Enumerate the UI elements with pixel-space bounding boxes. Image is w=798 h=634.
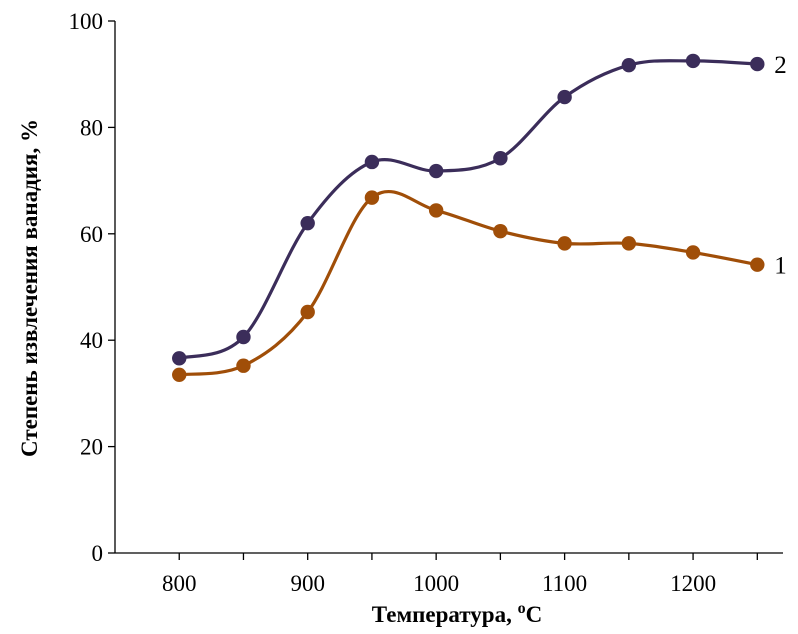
data-point — [493, 151, 508, 166]
y-tick-label: 100 — [69, 9, 104, 34]
labels: 0 20 40 60 80 100 800 900 1000 1100 1200 1 2 — [69, 9, 787, 596]
x-tick-label: 1100 — [542, 571, 587, 596]
data-point — [621, 57, 637, 73]
x-axis-title: Температура, oC — [372, 600, 542, 627]
data-point — [300, 304, 315, 320]
x-tick-label: 800 — [162, 571, 197, 596]
data-point — [428, 203, 444, 218]
data-point — [685, 245, 701, 260]
data-point — [236, 329, 251, 345]
data-point — [364, 190, 380, 205]
data-point — [236, 358, 251, 373]
series-line-2 — [178, 59, 758, 360]
data-point — [364, 154, 380, 170]
x-tick-label: 1200 — [670, 571, 716, 596]
y-tick-label: 60 — [80, 222, 103, 247]
series-layer — [172, 53, 765, 382]
data-point — [493, 223, 508, 239]
series-1 — [172, 190, 765, 382]
y-tick-label: 40 — [80, 328, 103, 353]
y-tick-label: 20 — [80, 435, 103, 460]
series-2 — [172, 53, 765, 366]
data-point — [750, 56, 765, 72]
data-point — [621, 236, 637, 251]
data-point — [172, 351, 187, 366]
y-tick-label: 0 — [92, 541, 104, 566]
series-label-2: 2 — [774, 52, 787, 79]
x-tick-label: 900 — [290, 571, 325, 596]
y-tick-label: 80 — [80, 115, 103, 140]
series-label-1: 1 — [774, 253, 787, 280]
data-point — [300, 215, 315, 231]
data-point — [557, 89, 572, 105]
data-point — [557, 236, 572, 251]
data-point — [428, 163, 444, 179]
y-axis-title: Степень извлечения ванадия, % — [17, 119, 42, 457]
data-point — [750, 257, 765, 272]
ticks — [108, 20, 758, 560]
series-line-1 — [179, 190, 758, 377]
data-point — [172, 367, 187, 382]
x-tick-label: 1000 — [413, 571, 459, 596]
axes — [114, 21, 783, 554]
data-point — [685, 53, 701, 69]
